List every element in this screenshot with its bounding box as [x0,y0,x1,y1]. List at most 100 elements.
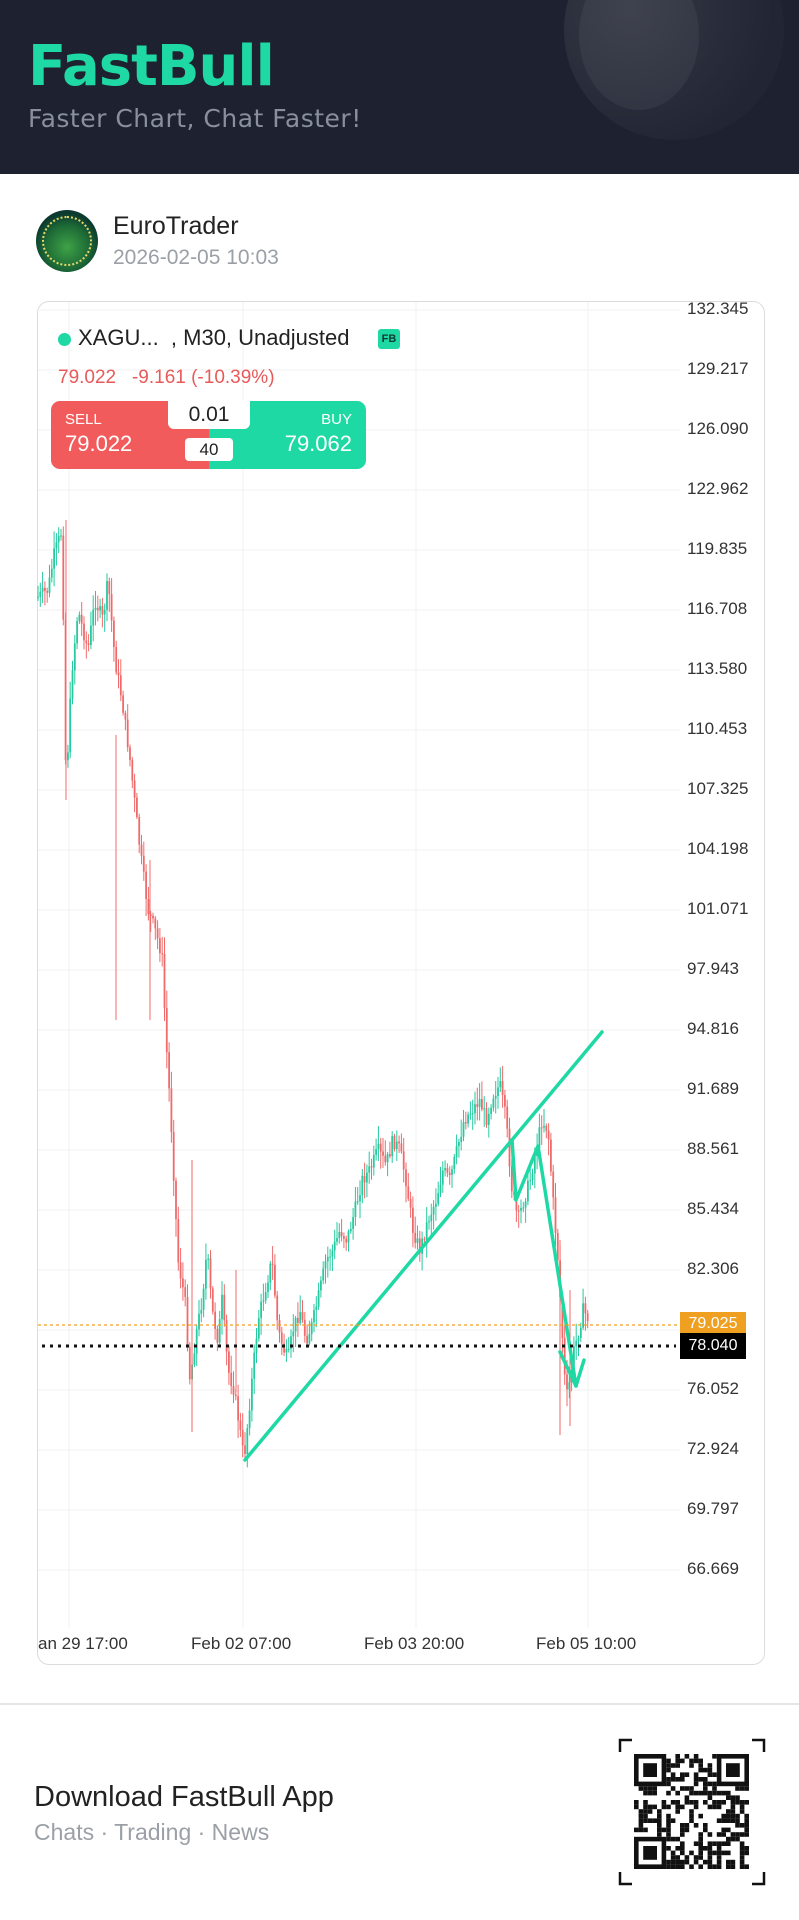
qr-module [666,1823,671,1828]
candle-body [96,607,99,611]
candle-body [375,1149,377,1155]
qr-module [744,1864,749,1869]
candle-body [409,1198,412,1208]
y-tick-label: 132.345 [687,299,749,318]
candle-body [379,1143,382,1152]
candle-body [425,1222,428,1240]
qr-module [643,1818,648,1823]
candle-body [255,1338,258,1353]
qr-module [712,1864,717,1869]
candle-body [147,899,150,915]
candle-body [416,1238,419,1243]
qr-module [726,1836,731,1842]
qr-module [647,1804,653,1810]
buy-button[interactable]: BUY 79.062 [209,401,366,469]
qr-frame-corner [618,1872,632,1886]
qr-module [707,1859,713,1865]
qr-module [684,1855,690,1860]
qr-module [698,1841,703,1846]
qr-module [707,1841,713,1846]
buy-price: 79.062 [284,431,352,456]
candle-body [152,915,154,919]
candle-body [136,797,138,818]
candle-body [400,1143,403,1152]
candle-body [262,1300,265,1302]
candle-body [384,1155,387,1163]
qr-module [643,1804,648,1810]
qr-module [666,1859,671,1865]
y-tick-label: 88.561 [687,1139,739,1158]
candle-body [37,596,39,598]
qr-module [716,1846,722,1851]
y-tick-label: 104.198 [687,839,749,858]
qr-module [707,1772,713,1777]
qr-module [689,1763,694,1768]
qr-module [666,1818,671,1823]
candle-body [333,1241,336,1251]
candle-body [552,1171,555,1198]
candle-body [487,1114,490,1125]
qr-module [730,1804,736,1810]
user-name[interactable]: EuroTrader [113,212,239,240]
qr-module [680,1859,685,1865]
qr-module [638,1823,644,1828]
candle-body [313,1310,315,1323]
qr-module [707,1795,713,1800]
fastbull-logo: FastBull [28,34,275,99]
candle-body [94,607,97,610]
candle-body [515,1195,518,1211]
qr-module [698,1763,703,1768]
candle-body [161,953,164,955]
qr-module [744,1832,749,1837]
candle-body [377,1143,380,1150]
user-avatar[interactable] [36,210,98,272]
candle-body [170,1088,173,1133]
horizontal-line-tag[interactable]: 78.040 [680,1333,746,1359]
candle-body [579,1327,582,1339]
qr-module [721,1800,726,1805]
qr-module [712,1772,717,1777]
qr-module [744,1827,749,1833]
y-tick-label: 82.306 [687,1259,739,1278]
qr-module [744,1823,749,1828]
candle-body [80,614,83,624]
symbol-info[interactable]: XAGU... , M30, Unadjusted [78,325,350,350]
candle-body [44,587,46,591]
zigzag-tail [558,1350,578,1388]
candle-body [432,1206,435,1215]
qr-frame-corner [618,1738,632,1752]
qr-module [657,1827,662,1833]
candle-body [329,1256,331,1258]
candle-body [412,1207,414,1233]
qr-module [680,1758,685,1764]
candle-body [57,535,60,543]
qr-module [680,1777,685,1782]
candle-body [188,1346,191,1380]
candle-body [285,1349,288,1353]
candle-body [352,1217,354,1229]
candle-body [209,1258,212,1289]
candle-body [506,1106,509,1129]
chart-card[interactable] [37,301,765,1665]
qr-module [666,1777,671,1782]
candle-body [193,1353,196,1365]
candle-body [368,1166,371,1173]
candle-body [568,1382,571,1390]
candle-body [540,1127,543,1129]
candle-body [405,1169,407,1187]
qr-module [721,1841,726,1846]
candle-body [172,1132,175,1181]
market-status-dot [58,333,71,346]
trade-panel: SELL 79.022 BUY 79.062 0.01 40 [51,401,366,469]
candlestick-chart[interactable] [0,0,799,1700]
qr-module [666,1804,671,1810]
download-title[interactable]: Download FastBull App [34,1781,334,1813]
candle-body [106,581,108,610]
candle-body [108,581,111,595]
candle-body [131,759,134,781]
qr-module [693,1790,699,1796]
candle-body [347,1231,350,1243]
qr-module [735,1795,740,1800]
candle-body [225,1320,228,1352]
lot-size-input[interactable]: 0.01 [168,401,250,429]
